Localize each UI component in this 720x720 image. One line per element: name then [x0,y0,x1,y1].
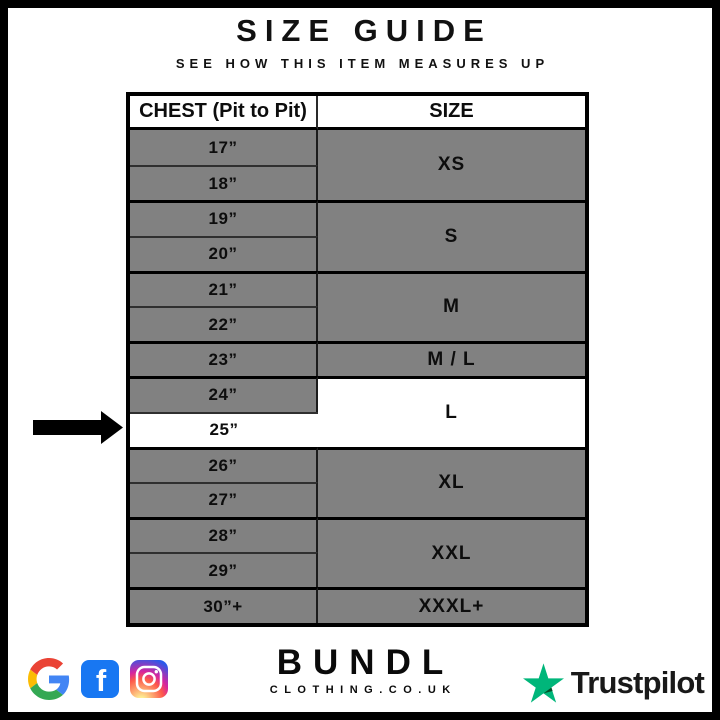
chest-cell: 24” [130,376,318,412]
highlight-arrow-icon [33,411,123,444]
size-cell: XL [318,446,585,518]
chest-cell: 28” [130,517,318,553]
brand-logo: BUNDL CLOTHING.CO.UK [0,643,720,696]
chest-cell: 27” [130,481,318,518]
size-cell: M [318,270,585,342]
size-guide-table: CHEST (Pit to Pit) SIZE 17” XS 18” 19” S 20” 2… [126,92,589,627]
page-title: SIZE GUIDE [236,13,492,48]
social-logos: f [28,658,168,700]
chest-cell: 30”+ [130,587,318,623]
size-cell: L [318,376,585,447]
instagram-logo-icon [130,660,168,698]
facebook-f-glyph: f [95,663,107,698]
google-logo-icon [28,658,70,700]
chest-cell: 25” [130,411,318,447]
size-cell: S [318,200,585,271]
chest-cell: 22” [130,305,318,342]
chest-cell: 29” [130,552,318,588]
chest-cell: 23” [130,341,318,377]
trustpilot-logo: Trustpilot [522,663,705,703]
column-header-size: SIZE [318,96,585,130]
chest-cell: 19” [130,200,318,236]
brand-domain: CLOTHING.CO.UK [269,684,457,696]
size-cell: M / L [318,341,585,377]
chest-cell: 26” [130,446,318,482]
brand-name: BUNDL [276,643,455,682]
column-header-chest: CHEST (Pit to Pit) [130,96,318,130]
size-cell: XXL [318,517,585,588]
chest-cell: 17” [130,130,318,166]
size-cell: XS [318,130,585,201]
size-cell: XXXL+ [318,587,585,623]
facebook-logo-icon: f [81,660,119,698]
chest-cell: 21” [130,270,318,306]
trustpilot-wordmark: Trustpilot [570,665,705,700]
chest-cell: 18” [130,165,318,201]
chest-cell: 20” [130,235,318,271]
page-subtitle: SEE HOW THIS ITEM MEASURES UP [175,56,550,71]
trustpilot-star-icon [522,663,564,703]
